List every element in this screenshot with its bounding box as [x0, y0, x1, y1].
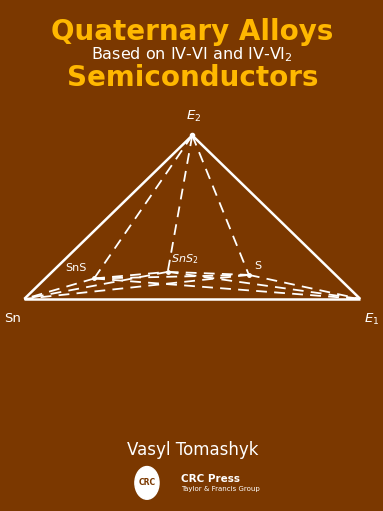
- Text: $SnS_2$: $SnS_2$: [172, 252, 199, 266]
- Text: CRC Press: CRC Press: [181, 474, 240, 484]
- Text: Vasyl Tomashyk: Vasyl Tomashyk: [126, 440, 258, 459]
- Text: $E_2$: $E_2$: [187, 109, 202, 124]
- Text: S: S: [255, 261, 262, 271]
- Text: CRC: CRC: [138, 478, 155, 487]
- Text: Taylor & Francis Group: Taylor & Francis Group: [181, 485, 260, 492]
- Text: Based on IV-VI and IV-VI$_2$: Based on IV-VI and IV-VI$_2$: [91, 45, 293, 64]
- Circle shape: [135, 467, 159, 499]
- Text: Sn: Sn: [3, 312, 21, 324]
- Text: $E_1$: $E_1$: [364, 312, 380, 327]
- Text: SnS: SnS: [65, 263, 87, 273]
- Text: Quaternary Alloys: Quaternary Alloys: [51, 18, 334, 46]
- Text: Semiconductors: Semiconductors: [67, 64, 318, 92]
